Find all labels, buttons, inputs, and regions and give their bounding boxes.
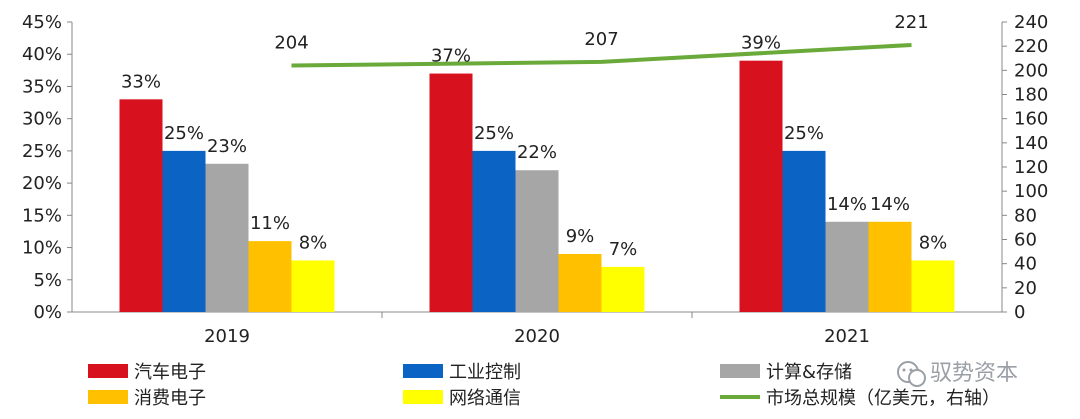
bar-value-label: 25% — [474, 123, 514, 144]
right-tick-label: 220 — [1014, 36, 1048, 57]
bar — [601, 266, 645, 312]
bar-value-label: 39% — [741, 33, 781, 54]
bar — [782, 150, 826, 312]
bar — [558, 254, 602, 312]
legend-swatch — [403, 390, 443, 404]
bar-value-label: 25% — [164, 123, 204, 144]
right-tick-label: 180 — [1014, 85, 1048, 106]
bar — [911, 260, 955, 312]
right-tick-label: 80 — [1014, 205, 1037, 226]
bar-value-label: 14% — [827, 194, 867, 215]
left-tick-label: 20% — [22, 173, 62, 194]
legend-label: 消费电子 — [134, 388, 206, 409]
bar-value-label: 7% — [609, 239, 638, 260]
bar-value-label: 9% — [566, 226, 595, 247]
bar — [162, 150, 206, 312]
legend-label: 汽车电子 — [134, 362, 206, 383]
right-tick-label: 60 — [1014, 230, 1037, 251]
left-tick-label: 5% — [33, 270, 62, 291]
line-value-label: 204 — [274, 33, 308, 54]
left-tick-label: 10% — [22, 238, 62, 259]
axes: 0% 5% 10% 15% 20% 25% 30% 35% 40% 45% 0 20 40 60 80 100… — [22, 12, 1048, 347]
bar-value-label: 14% — [870, 194, 910, 215]
left-tick-label: 25% — [22, 141, 62, 162]
right-tick-label: 240 — [1014, 12, 1048, 33]
bars — [119, 60, 955, 312]
right-tick-label: 100 — [1014, 181, 1048, 202]
left-tick-label: 45% — [22, 12, 62, 33]
left-tick-label: 15% — [22, 205, 62, 226]
bar — [291, 260, 335, 312]
legend-label: 网络通信 — [449, 388, 521, 409]
watermark: 驭势资本 — [897, 361, 1018, 387]
right-tick-label: 120 — [1014, 157, 1048, 178]
right-tick-label: 0 — [1014, 302, 1025, 323]
line-value-label: 207 — [584, 29, 618, 50]
x-tick-label: 2019 — [204, 326, 250, 347]
bar-value-label: 37% — [431, 46, 471, 67]
bar-value-label: 8% — [299, 232, 328, 253]
right-tick-label: 20 — [1014, 278, 1037, 299]
right-tick-label: 160 — [1014, 109, 1048, 130]
x-tick-label: 2021 — [824, 326, 870, 347]
left-tick-label: 35% — [22, 76, 62, 97]
legend-swatch — [88, 390, 128, 404]
bar-value-label: 33% — [121, 71, 161, 92]
bar-value-label: 23% — [207, 136, 247, 157]
legend-swatch — [88, 364, 128, 378]
right-tick-label: 200 — [1014, 60, 1048, 81]
wechat-icon — [897, 361, 926, 387]
bar — [205, 163, 249, 312]
left-tick-label: 30% — [22, 109, 62, 130]
right-tick-label: 140 — [1014, 133, 1048, 154]
legend-label: 工业控制 — [449, 362, 521, 383]
bar — [868, 221, 912, 312]
legend-swatch — [720, 364, 760, 378]
bar-value-label: 22% — [517, 142, 557, 163]
bar-value-label: 11% — [250, 213, 290, 234]
bar-value-label: 25% — [784, 123, 824, 144]
legend-swatch — [403, 364, 443, 378]
watermark-text: 驭势资本 — [930, 361, 1018, 386]
left-tick-label: 0% — [33, 302, 62, 323]
data-labels: 33%37%39%25% 25% 25%23% 22%14%11%9%14%8% 7% 8… — [121, 12, 947, 260]
left-tick-label: 40% — [22, 44, 62, 65]
x-tick-label: 2020 — [514, 326, 560, 347]
bar — [825, 221, 869, 312]
bar — [472, 150, 516, 312]
market-size-line — [291, 42, 912, 68]
bar — [119, 99, 163, 312]
bar-value-label: 8% — [919, 232, 948, 253]
legend-label: 计算&存储 — [766, 362, 852, 383]
line-value-label: 221 — [894, 12, 928, 33]
bar — [515, 170, 559, 312]
legend-label: 市场总规模（亿美元，右轴） — [766, 388, 1000, 409]
bar — [248, 241, 292, 312]
right-tick-label: 40 — [1014, 254, 1037, 275]
bar — [429, 73, 473, 312]
bar — [739, 60, 783, 312]
